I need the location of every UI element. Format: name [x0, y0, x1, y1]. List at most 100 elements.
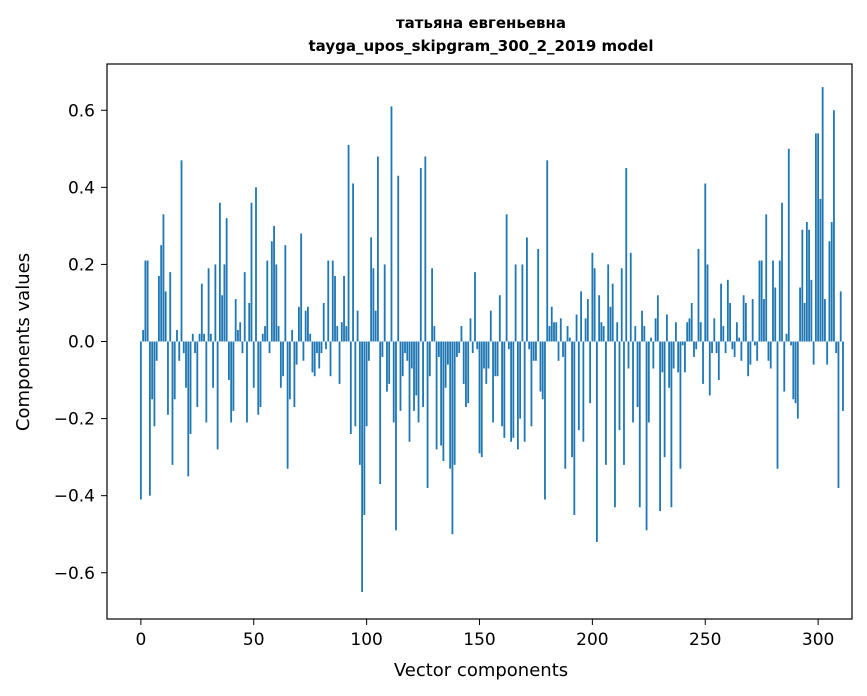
bar — [532, 341, 535, 361]
bar — [586, 299, 589, 342]
bar — [600, 322, 603, 342]
bar — [733, 341, 736, 357]
bar — [512, 341, 515, 438]
bar — [266, 260, 269, 342]
bar — [740, 341, 743, 361]
bar — [200, 283, 203, 342]
bar — [377, 156, 379, 342]
bar — [374, 310, 377, 342]
bar — [428, 341, 431, 377]
bar — [650, 337, 652, 342]
bar — [584, 318, 587, 342]
bar — [223, 264, 226, 342]
bar — [252, 341, 255, 388]
bar — [151, 341, 154, 400]
bar — [158, 275, 160, 342]
bar — [279, 341, 282, 388]
bar — [264, 326, 266, 342]
bar — [212, 341, 215, 388]
bar — [196, 341, 199, 408]
bar — [625, 168, 628, 342]
bar — [521, 264, 524, 342]
bar — [182, 341, 185, 354]
bar — [268, 341, 271, 354]
bar — [139, 341, 142, 500]
bar — [286, 341, 289, 469]
bar — [230, 341, 233, 423]
bar — [209, 333, 212, 342]
bar — [559, 318, 562, 342]
bar — [160, 245, 163, 342]
bar — [363, 341, 366, 515]
bar — [544, 341, 546, 500]
bar — [410, 341, 413, 369]
bar — [349, 341, 352, 434]
bar — [325, 341, 327, 350]
bar — [735, 322, 738, 342]
bar — [808, 229, 811, 342]
x-tick-label: 0 — [135, 630, 146, 650]
bar — [571, 341, 573, 458]
bar — [611, 283, 614, 342]
bar — [754, 341, 756, 346]
bar — [381, 341, 384, 357]
bar — [340, 322, 343, 342]
bar — [783, 341, 786, 392]
bar — [654, 318, 657, 342]
bar — [623, 341, 625, 465]
bar — [679, 341, 682, 469]
bar — [489, 310, 492, 342]
bar — [738, 337, 741, 342]
bar — [821, 87, 824, 342]
bar — [801, 229, 804, 342]
bar — [620, 268, 623, 342]
bar — [426, 341, 429, 488]
bar — [345, 326, 348, 342]
bar — [516, 341, 519, 450]
bar — [605, 341, 607, 465]
bar — [401, 341, 404, 377]
bar — [293, 341, 296, 408]
bar — [555, 322, 558, 342]
bar — [498, 295, 501, 342]
bar — [288, 341, 291, 400]
bar — [282, 341, 284, 377]
bar — [681, 341, 684, 346]
bar — [173, 341, 176, 400]
bar — [203, 333, 205, 342]
bar — [487, 341, 490, 369]
bar — [720, 283, 722, 342]
x-tick-label: 300 — [802, 630, 834, 650]
bar — [744, 302, 747, 342]
bar — [697, 249, 700, 342]
y-tick-label: 0.4 — [68, 178, 95, 198]
x-tick-label: 200 — [576, 630, 608, 650]
bar — [774, 287, 777, 342]
bar — [616, 322, 619, 342]
bar — [546, 160, 549, 342]
bar — [469, 318, 472, 342]
bar — [316, 341, 318, 354]
bar — [548, 326, 551, 342]
bar — [641, 310, 643, 342]
bar — [702, 341, 704, 384]
bar — [550, 306, 553, 342]
bar — [191, 333, 194, 342]
bar — [239, 322, 242, 342]
bar — [699, 322, 702, 342]
bar — [835, 341, 838, 354]
bar — [781, 202, 783, 342]
y-tick-label: −0.2 — [54, 410, 95, 430]
bar — [731, 341, 734, 350]
bar — [295, 341, 298, 365]
bar — [695, 341, 698, 350]
bar — [408, 341, 411, 442]
bar — [318, 341, 321, 369]
bar — [370, 237, 373, 342]
bar — [564, 341, 567, 469]
x-axis-ticks: 0 50 100 150 200 250 300 — [135, 619, 834, 650]
bar — [661, 341, 664, 373]
bar — [458, 341, 461, 354]
bar — [336, 326, 339, 342]
